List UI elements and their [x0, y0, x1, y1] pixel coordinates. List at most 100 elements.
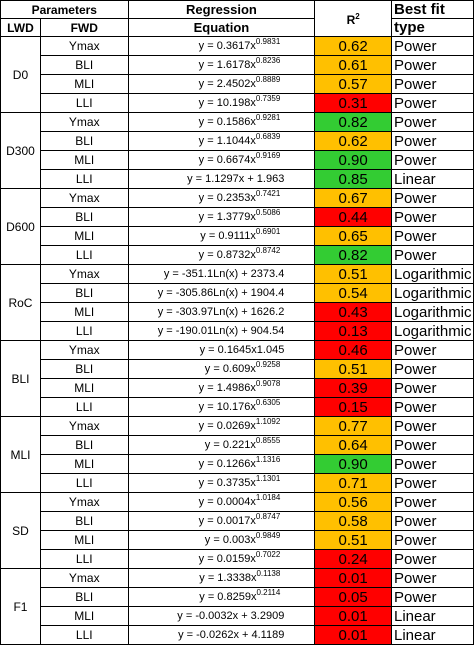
fit-type-cell: Power	[390, 378, 474, 398]
equation-exponent: 0.1138	[256, 569, 281, 578]
fit-type-cell: Power	[390, 112, 474, 132]
r2-cell: 0.90	[314, 454, 392, 474]
fwd-cell: MLI	[39, 606, 129, 626]
r2-cell: 0.51	[314, 530, 392, 550]
r2-cell: 0.51	[314, 359, 392, 379]
equation-base: y = -0.0262x + 4.1189	[178, 629, 285, 641]
equation-exponent: 0.2114	[256, 588, 281, 597]
table-row: MLI y = -0.0032x + 3.2909 0.01 Linear	[1, 606, 474, 626]
fit-type-cell: Power	[390, 131, 474, 151]
equation-exponent: 0.9078	[255, 379, 281, 388]
lwd-header: LWD	[0, 18, 41, 37]
lwd-cell: RoC	[0, 264, 41, 341]
r2-cell: 0.57	[314, 74, 392, 94]
equation-exponent: 0.8889	[255, 75, 281, 84]
equation-exponent: 1.1301	[255, 474, 281, 483]
table-row: MLI y = 0.9111x0.6901 0.65 Power	[1, 226, 474, 246]
equation-exponent: 0.9849	[255, 531, 281, 540]
fwd-cell: BLI	[39, 359, 129, 379]
equation-exponent: 0.7359	[255, 94, 281, 103]
fwd-cell: Ymax	[39, 340, 129, 360]
lwd-cell: D600	[0, 188, 41, 265]
equation-base: y = -351.1Ln(x) + 2373.4	[163, 268, 285, 280]
fwd-cell: LLI	[39, 169, 129, 189]
fit-type-cell: Power	[390, 74, 474, 94]
r2-cell: 0.05	[314, 587, 392, 607]
r2-cell: 0.58	[314, 511, 392, 531]
equation-cell: y = 10.198x0.7359	[127, 93, 316, 113]
table-row: BLI y = 1.6178x0.8236 0.61 Power	[1, 55, 474, 75]
best-fit-header: Best fit	[390, 0, 474, 19]
fit-type-cell: Power	[390, 416, 474, 436]
table-row: BLI y = 0.609x0.9258 0.51 Power	[1, 359, 474, 379]
equation-base: y = 0.9111x	[200, 230, 256, 242]
fwd-cell: LLI	[39, 93, 129, 113]
equation-cell: y = 0.3735x1.1301	[127, 473, 316, 493]
equation-base: y = 0.3735x	[198, 477, 256, 489]
fit-type-cell: Logarithmic	[390, 302, 474, 322]
equation-exponent: 1.0184	[255, 493, 281, 502]
fwd-cell: BLI	[39, 131, 129, 151]
equation-cell: y = 1.1044x0.6839	[127, 131, 316, 151]
equation-cell: y = 2.4502x0.8889	[127, 74, 316, 94]
fwd-cell: Ymax	[39, 568, 129, 588]
table-row: MLI y = 0.6674x0.9169 0.90 Power	[1, 150, 474, 170]
fwd-cell: Ymax	[39, 264, 129, 284]
r2-cell: 0.24	[314, 549, 392, 569]
equation-header: Equation	[127, 18, 316, 37]
fwd-cell: BLI	[39, 587, 129, 607]
equation-cell: y = 0.8732x0.8742	[127, 245, 316, 265]
equation-exponent: 0.8742	[255, 246, 281, 255]
table-row: LLI y = -190.01Ln(x) + 904.54 0.13 Logarith…	[1, 321, 474, 341]
equation-base: y = 0.1266x	[198, 458, 256, 470]
fwd-cell: BLI	[39, 435, 129, 455]
equation-base: y = -190.01Ln(x) + 904.54	[157, 325, 285, 337]
r2-cell: 0.44	[314, 207, 392, 227]
r2-cell: 0.54	[314, 283, 392, 303]
equation-base: y = 0.0159x	[198, 553, 256, 565]
equation-cell: y = 0.0017x0.8747	[127, 511, 316, 531]
r2-cell: 0.71	[314, 473, 392, 493]
equation-cell: y = -0.0262x + 4.1189	[127, 625, 316, 645]
fwd-cell: MLI	[39, 378, 129, 398]
fwd-cell: BLI	[39, 207, 129, 227]
equation-base: y = 0.6674x	[198, 154, 256, 166]
equation-cell: y = 1.1297x + 1.963	[127, 169, 316, 189]
r2-cell: 0.56	[314, 492, 392, 512]
r2-header: R2	[314, 0, 392, 37]
fwd-cell: BLI	[39, 511, 129, 531]
equation-exponent: 0.7421	[255, 189, 281, 198]
equation-cell: y = 0.003x0.9849	[127, 530, 316, 550]
fit-type-cell: Power	[390, 511, 474, 531]
fit-type-cell: Power	[390, 568, 474, 588]
fwd-cell: LLI	[39, 473, 129, 493]
equation-exponent: 0.9831	[255, 37, 281, 46]
fwd-cell: Ymax	[39, 36, 129, 56]
equation-exponent: 0.6305	[255, 398, 281, 407]
equation-base: y = 0.221x	[204, 439, 256, 451]
table-row: D0 Ymax y = 0.3617x0.9831 0.62 Power	[0, 36, 474, 113]
equation-exponent: 0.9169	[255, 151, 281, 160]
equation-base: y = 0.8259x	[199, 591, 257, 603]
lwd-cell: D300	[0, 112, 41, 189]
fit-type-cell: Power	[390, 530, 474, 550]
fwd-cell: MLI	[39, 302, 129, 322]
fit-type-cell: Power	[390, 435, 474, 455]
fwd-cell: Ymax	[39, 492, 129, 512]
equation-base: y = 0.3617x	[198, 40, 256, 52]
equation-cell: y = 0.3617x0.9831	[127, 36, 316, 56]
lwd-cell: SD	[0, 492, 41, 569]
fwd-cell: LLI	[39, 245, 129, 265]
r2-cell: 0.46	[314, 340, 392, 360]
table-row: MLI y = -303.97Ln(x) + 1626.2 0.43 Logarith…	[1, 302, 474, 322]
lwd-cell: F1	[0, 568, 41, 645]
fwd-cell: MLI	[39, 530, 129, 550]
equation-cell: y = 1.3779x0.5086	[127, 207, 316, 227]
equation-exponent: 0.9281	[255, 113, 281, 122]
fit-type-cell: Power	[390, 492, 474, 512]
r2-cell: 0.61	[314, 55, 392, 75]
fit-type-cell: Power	[390, 359, 474, 379]
table-row: D300 Ymax y = 0.1586x0.9281 0.82 Power	[0, 112, 474, 189]
equation-base: y = 1.4986x	[198, 382, 256, 394]
r2-cell: 0.62	[314, 131, 392, 151]
